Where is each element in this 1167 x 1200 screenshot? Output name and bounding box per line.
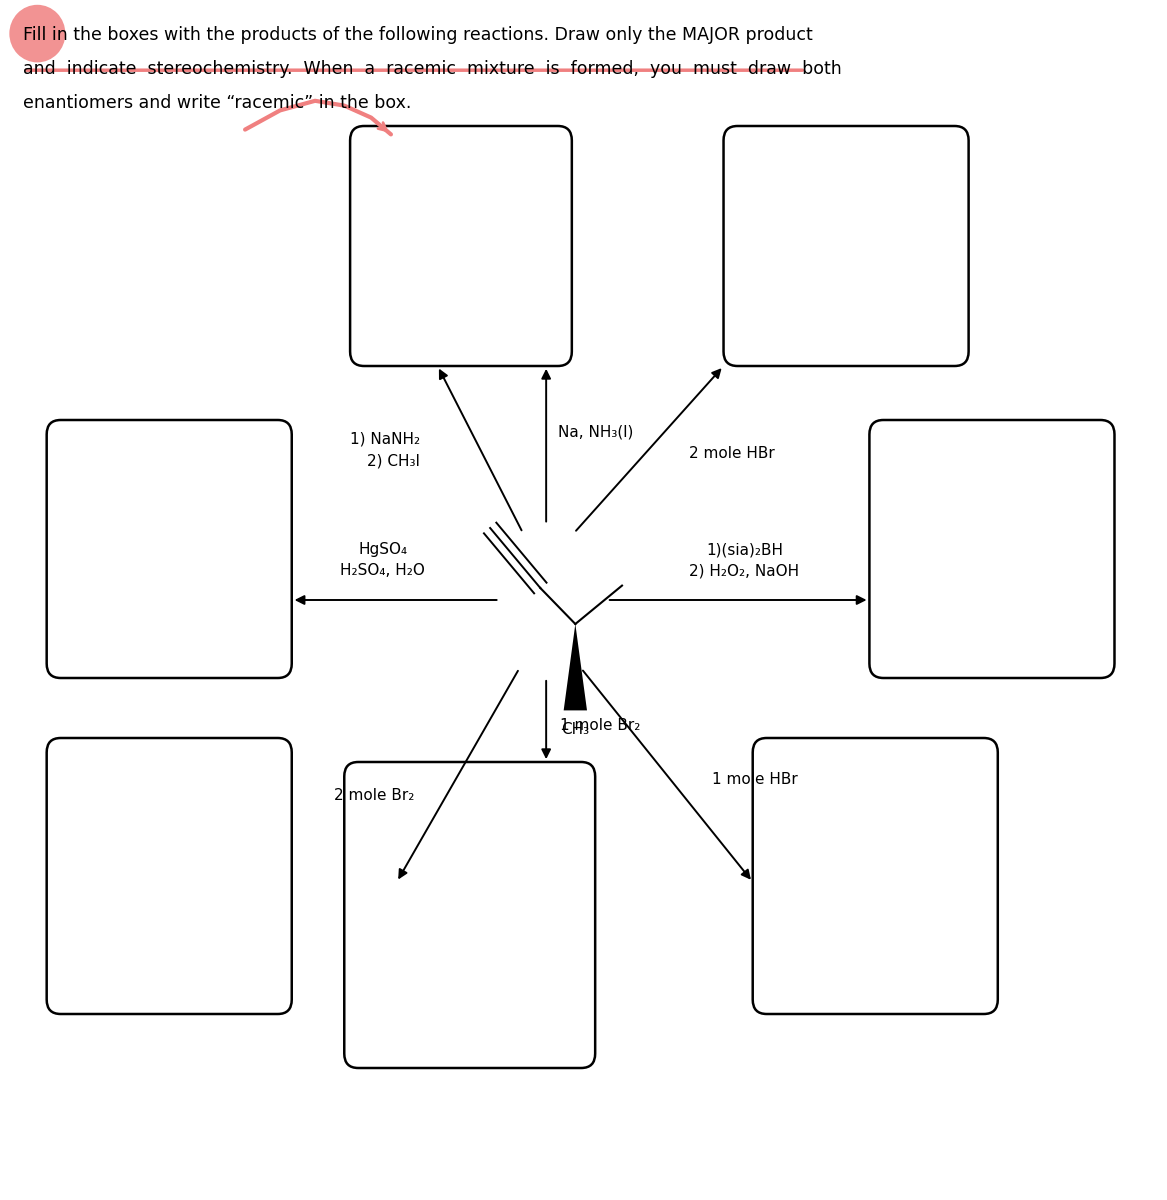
Text: 1) NaNH₂
2) CH₃I: 1) NaNH₂ 2) CH₃I bbox=[350, 432, 420, 468]
FancyBboxPatch shape bbox=[350, 126, 572, 366]
Text: 2 mole HBr: 2 mole HBr bbox=[689, 446, 774, 461]
Text: HgSO₄
H₂SO₄, H₂O: HgSO₄ H₂SO₄, H₂O bbox=[341, 542, 425, 578]
Text: 1 mole HBr: 1 mole HBr bbox=[712, 773, 797, 787]
FancyBboxPatch shape bbox=[344, 762, 595, 1068]
Text: 1 mole Br₂: 1 mole Br₂ bbox=[560, 719, 641, 733]
Ellipse shape bbox=[9, 5, 65, 62]
Text: 2 mole Br₂: 2 mole Br₂ bbox=[334, 788, 414, 803]
FancyBboxPatch shape bbox=[47, 738, 292, 1014]
Text: enantiomers and write “racemic” in the box.: enantiomers and write “racemic” in the b… bbox=[23, 94, 412, 112]
FancyBboxPatch shape bbox=[753, 738, 998, 1014]
Text: Fill in the boxes with the products of the following reactions. Draw only the MA: Fill in the boxes with the products of t… bbox=[23, 26, 813, 44]
FancyBboxPatch shape bbox=[869, 420, 1114, 678]
FancyBboxPatch shape bbox=[47, 420, 292, 678]
Polygon shape bbox=[564, 624, 587, 710]
Text: 1)(sia)₂BH
2) H₂O₂, NaOH: 1)(sia)₂BH 2) H₂O₂, NaOH bbox=[690, 542, 799, 578]
Text: and  indicate  stereochemistry.  When  a  racemic  mixture  is  formed,  you  mu: and indicate stereochemistry. When a rac… bbox=[23, 60, 843, 78]
Text: Na, NH₃(l): Na, NH₃(l) bbox=[558, 425, 634, 439]
FancyBboxPatch shape bbox=[724, 126, 969, 366]
Text: CH₃: CH₃ bbox=[561, 722, 589, 737]
